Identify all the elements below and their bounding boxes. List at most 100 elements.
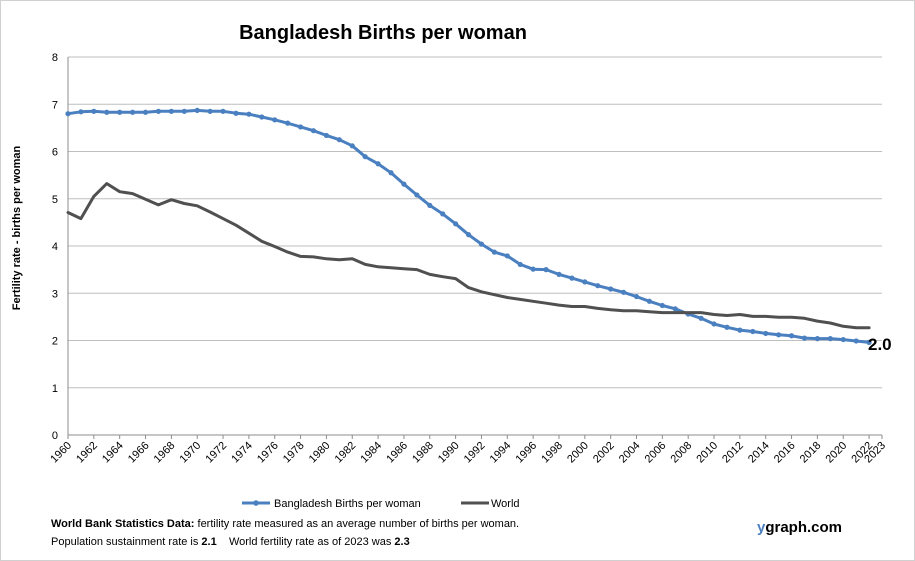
legend-label-1: World	[491, 498, 520, 510]
series-point-0	[724, 324, 730, 330]
series-point-0	[401, 181, 407, 187]
series-point-0	[750, 328, 756, 335]
series-point-0	[478, 241, 485, 247]
series-point-0	[569, 275, 575, 281]
series-point-0	[168, 108, 174, 114]
legend-label-0: Bangladesh Births per woman	[274, 498, 421, 510]
x-tick-label: 1986	[384, 440, 410, 466]
series-point-0	[220, 108, 226, 114]
series-point-0	[117, 109, 123, 115]
series-point-0	[194, 107, 200, 113]
brand-rest: graph.com	[765, 519, 843, 536]
series-point-0	[659, 302, 665, 309]
series-point-0	[440, 211, 446, 217]
x-tick-label: 1994	[488, 440, 514, 466]
y-tick-labels: 0 1 2 3 4 5 6 7 8	[52, 52, 58, 442]
footnote-world-value: 2.3	[394, 536, 410, 548]
gridlines	[68, 56, 882, 389]
series-point-0	[853, 338, 859, 344]
brand-logo[interactable]: ygraph.com	[757, 519, 842, 536]
axes	[67, 57, 883, 439]
y-tick-label: 1	[52, 383, 58, 395]
series-point-0	[491, 249, 497, 255]
x-tick-label: 1996	[513, 440, 539, 466]
x-tick-label: 1978	[281, 440, 307, 466]
y-tick-label: 5	[52, 194, 58, 206]
x-tick-label: 1998	[539, 440, 565, 466]
series-line-0	[66, 108, 871, 344]
x-tick-label: 2020	[824, 440, 850, 466]
x-tick-label: 2010	[694, 440, 720, 466]
series-point-0	[582, 279, 588, 285]
y-tick-label: 7	[52, 99, 58, 111]
series-point-0	[517, 261, 523, 268]
footnote-source: World Bank Statistics Data:	[51, 518, 195, 530]
series-point-0	[91, 108, 97, 114]
footnote-line-2: Population sustainment rate is 2.1 World…	[51, 536, 410, 548]
x-tick-label: 1992	[462, 440, 488, 466]
series-point-0	[155, 108, 162, 114]
series-point-0	[530, 266, 536, 272]
series-line-1	[66, 182, 871, 330]
chart-title: Bangladesh Births per woman	[239, 22, 527, 44]
series-point-0	[207, 108, 213, 114]
y-axis-label: Fertility rate - births per woman	[11, 146, 23, 311]
legend: Bangladesh Births per woman World	[242, 498, 520, 510]
series-point-0	[776, 332, 782, 338]
x-tick-label: 2008	[669, 440, 695, 466]
x-tick-label: 1962	[74, 440, 100, 466]
footnote-world-text: World fertility rate as of 2023 was	[216, 536, 395, 548]
x-tick-label: 2000	[565, 440, 591, 466]
series-point-0	[504, 253, 510, 259]
series-point-0	[595, 283, 601, 289]
series-point-0	[840, 336, 846, 343]
x-tick-label: 2018	[798, 440, 824, 466]
y-tick-label: 6	[52, 147, 58, 159]
series-point-0	[801, 335, 808, 341]
series-point-0	[246, 111, 252, 117]
series-point-0	[633, 293, 640, 300]
y-tick-label: 2	[52, 336, 58, 348]
series-point-0	[827, 336, 833, 342]
footnote-line-1: World Bank Statistics Data: fertility ra…	[51, 518, 519, 530]
series-point-0	[259, 114, 265, 120]
series-point-0	[543, 267, 549, 273]
series-point-0	[453, 221, 459, 227]
series-point-0	[737, 327, 743, 333]
x-tick-label: 2006	[643, 440, 669, 466]
series-point-0	[763, 330, 769, 337]
x-tick-label: 2014	[746, 440, 772, 466]
series-point-0	[375, 161, 381, 167]
x-tick-label: 1974	[229, 440, 255, 466]
series-point-0	[78, 109, 84, 115]
series-point-0	[130, 109, 136, 115]
x-tick-label: 1966	[126, 440, 152, 466]
x-tick-label: 1970	[178, 440, 204, 466]
series-point-0	[814, 336, 820, 342]
brand-accent: y	[757, 519, 766, 536]
series-point-0	[620, 289, 627, 295]
series-point-0	[427, 202, 433, 208]
series-point-0	[349, 143, 355, 149]
series-point-0	[336, 137, 342, 143]
y-tick-label: 0	[52, 430, 58, 442]
series-point-0	[646, 298, 653, 304]
x-tick-label: 1976	[255, 440, 281, 466]
series-point-0	[866, 339, 872, 345]
series-point-0	[388, 170, 394, 176]
x-tick-label: 1984	[358, 440, 384, 466]
x-tick-label: 1960	[48, 440, 74, 466]
x-tick-label: 1982	[333, 440, 359, 466]
series-point-0	[323, 132, 330, 139]
series-point-0	[181, 108, 187, 114]
x-tick-label: 2012	[720, 440, 746, 466]
series-point-0	[310, 128, 317, 134]
x-tick-label: 1990	[436, 440, 462, 466]
series-point-0	[362, 154, 368, 160]
series-point-0	[672, 306, 678, 312]
series-point-0	[788, 333, 795, 339]
y-tick-label: 8	[52, 52, 58, 64]
x-tick-label: 2002	[591, 440, 617, 466]
series-point-0	[297, 124, 304, 130]
